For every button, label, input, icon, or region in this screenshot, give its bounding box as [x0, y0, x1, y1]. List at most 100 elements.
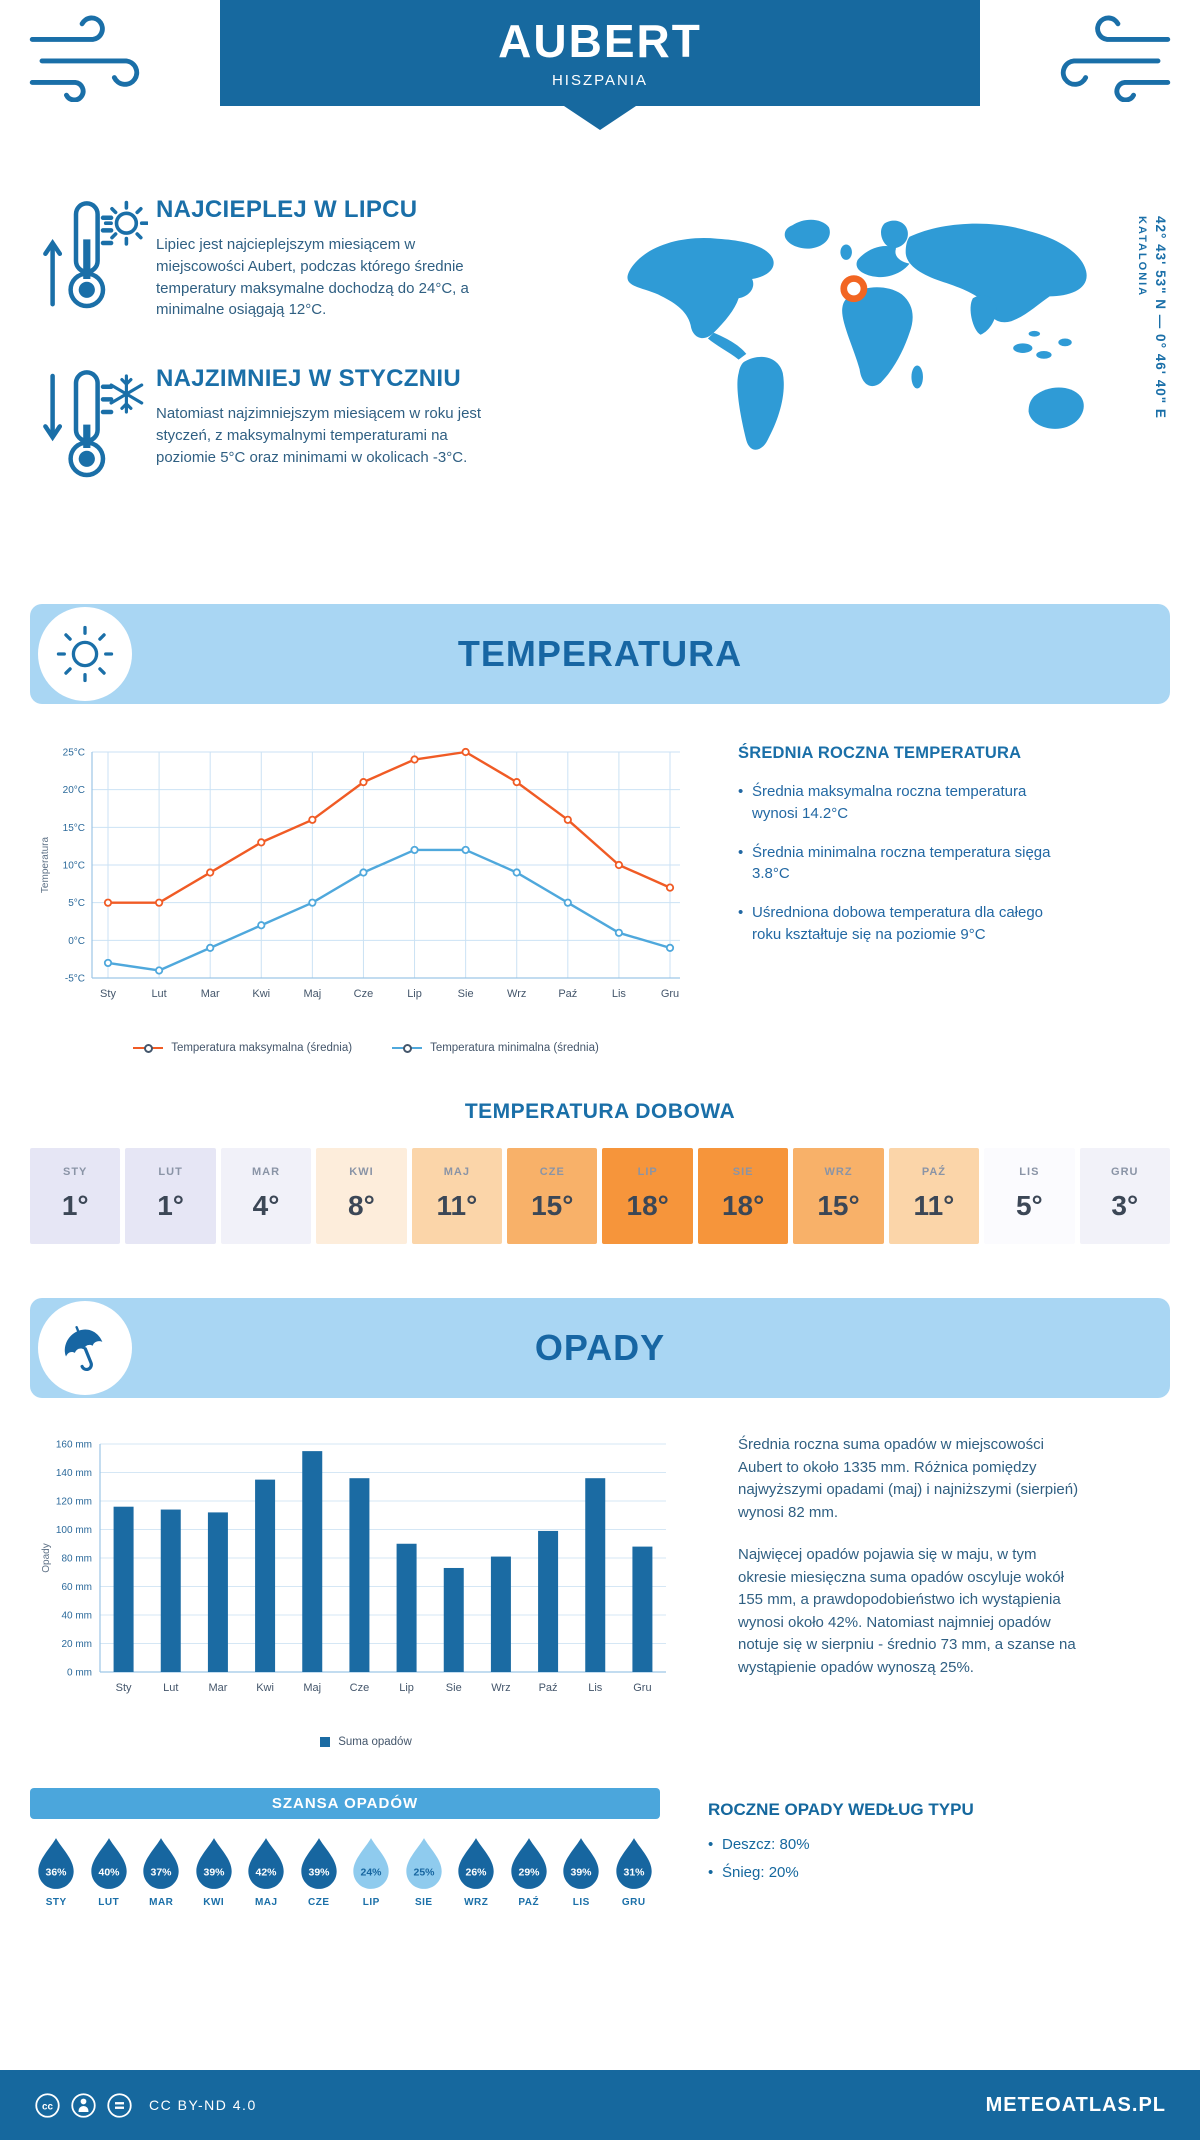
daily-temp-cell: GRU 3°: [1079, 1148, 1170, 1244]
location-marker-icon: [840, 275, 868, 303]
month-label: KWI: [203, 1897, 225, 1908]
legend-marker-max: [133, 1043, 164, 1053]
month-label: LUT: [98, 1897, 120, 1908]
svg-text:Wrz: Wrz: [491, 1682, 510, 1694]
british-isles: [840, 244, 852, 260]
footer: cc CC BY-ND 4.0 METEOATLAS.PL: [0, 2070, 1200, 2140]
svg-text:60 mm: 60 mm: [61, 1582, 92, 1593]
license-icons: cc: [34, 2092, 133, 2119]
daily-temp-cell: LIS 5°: [984, 1148, 1075, 1244]
svg-text:Opady: Opady: [41, 1543, 52, 1572]
svg-text:Wrz: Wrz: [507, 988, 526, 1000]
svg-text:Paź: Paź: [539, 1682, 558, 1694]
rain-chance-item: 39% LIS: [555, 1837, 608, 1908]
month-label: LIS: [1019, 1166, 1040, 1178]
warmest-heading: NAJCIEPLEJ W LIPCU: [156, 196, 418, 223]
page-subtitle: HISZPANIA: [551, 71, 649, 89]
warm-month-icon: [40, 194, 156, 321]
svg-text:39%: 39%: [571, 1868, 593, 1879]
svg-text:10°C: 10°C: [63, 861, 85, 872]
svg-text:29%: 29%: [518, 1868, 540, 1879]
island-4: [1028, 330, 1041, 337]
svg-text:26%: 26%: [466, 1868, 488, 1879]
south-america: [737, 356, 784, 450]
temperature-section-title: TEMPERATURA: [457, 633, 743, 674]
month-label: CZE: [539, 1166, 565, 1178]
intro-section: NAJCIEPLEJ W LIPCU Lipiec jest najcieple…: [0, 150, 1200, 592]
snowflake-icon: [109, 374, 144, 414]
precipitation-section-title: OPADY: [534, 1327, 666, 1368]
svg-text:Mar: Mar: [208, 1682, 227, 1694]
svg-text:Maj: Maj: [303, 1682, 321, 1694]
legend-marker-min: [392, 1043, 423, 1053]
svg-text:40 mm: 40 mm: [61, 1611, 92, 1622]
precipitation-paragraph: Najwięcej opadów pojawia się w maju, w t…: [738, 1546, 1076, 1676]
rain-chance-item: 40% LUT: [83, 1837, 136, 1908]
daily-temp-cell: WRZ 15°: [793, 1148, 884, 1244]
svg-text:37%: 37%: [151, 1868, 173, 1879]
svg-text:Maj: Maj: [303, 988, 321, 1000]
raindrop-icon: 39%: [563, 1838, 599, 1889]
temperature-stats-heading: ŚREDNIA ROCZNA TEMPERATURA: [738, 744, 1022, 762]
madagascar: [911, 365, 923, 389]
daily-temp-cell: SIE 18°: [697, 1148, 789, 1244]
india: [970, 295, 997, 335]
sun-icon: [103, 200, 149, 246]
svg-text:25%: 25%: [413, 1868, 435, 1879]
precipitation-chart-legend: Suma opadów: [36, 1736, 696, 1748]
raindrop-icon: 26%: [458, 1838, 494, 1889]
banner-pointer: [564, 106, 636, 130]
raindrop-icon: 42%: [248, 1838, 284, 1889]
legend-label-min: Temperatura minimalna (średnia): [430, 1042, 599, 1054]
month-label: GRU: [1111, 1166, 1139, 1178]
precipitation-type-heading: ROCZNE OPADY WEDŁUG TYPU: [708, 1800, 974, 1819]
temperature-value: 11°: [436, 1190, 478, 1221]
temperature-value: 1°: [157, 1190, 184, 1221]
precipitation-chart-row: 0 mm 20 mm 40 mm 60 mm 80 mm 100 mm 120 mm 140 …: [0, 1398, 1200, 1748]
svg-text:Lip: Lip: [407, 988, 422, 1000]
coldest-heading: NAJZIMNIEJ W STYCZNIU: [156, 365, 461, 392]
daily-temp-cell: PAŹ 11°: [888, 1148, 980, 1244]
temperature-line-chart: -5°C 0°C 5°C 10°C 15°C 20°C 25°C Sty Lut Mar Kwi Ma…: [40, 748, 680, 1000]
svg-text:39%: 39%: [203, 1868, 225, 1879]
temperature-value: 1°: [61, 1190, 89, 1221]
svg-text:20°C: 20°C: [63, 785, 85, 796]
rain-chance-item: 31% GRU: [608, 1837, 661, 1908]
africa: [842, 287, 913, 387]
svg-text:40%: 40%: [98, 1868, 120, 1879]
rain-chance-item: 37% MAR: [135, 1837, 188, 1908]
legend-marker-sum: [320, 1737, 331, 1747]
temperature-value: 11°: [913, 1190, 955, 1221]
month-label: SIE: [732, 1166, 754, 1178]
thermometer-ticks: [100, 384, 114, 415]
down-arrow-head: [43, 424, 63, 442]
australia: [1028, 387, 1084, 429]
intro-column: NAJCIEPLEJ W LIPCU Lipiec jest najcieple…: [40, 194, 560, 592]
daily-temp-cell: LIP 18°: [602, 1148, 693, 1244]
month-label: LUT: [158, 1166, 183, 1178]
map-column: KATALONIA 42° 43' 53" N — 0° 46' 40" E: [560, 194, 1168, 592]
precipitation-type-list: Deszcz: 80% Śnieg: 20%: [708, 1836, 1160, 1881]
license-label: CC BY-ND 4.0: [149, 2097, 257, 2113]
daily-temp-cell: LUT 1°: [125, 1148, 216, 1244]
europe: [856, 246, 910, 278]
raindrop-icon: 25%: [406, 1838, 442, 1889]
legend-item-max: Temperatura maksymalna (średnia): [133, 1042, 352, 1054]
title-banner: AUBERT HISZPANIA: [220, 0, 980, 106]
daily-temp-cell: KWI 8°: [316, 1148, 407, 1244]
rain-chance-item: 29% PAŹ: [503, 1837, 556, 1908]
daily-temp-cell: MAR 4°: [220, 1148, 312, 1244]
rain-chance-item: 26% WRZ: [450, 1837, 503, 1908]
svg-text:0°C: 0°C: [68, 936, 85, 947]
month-label: MAR: [149, 1897, 174, 1908]
rain-chance-item: 39% CZE: [293, 1837, 346, 1908]
central-america: [707, 332, 747, 360]
svg-text:Paź: Paź: [558, 988, 577, 1000]
svg-text:cc: cc: [42, 2101, 53, 2112]
legend-label-sum: Suma opadów: [338, 1736, 412, 1748]
legend-item-sum: Suma opadów: [320, 1736, 412, 1748]
svg-text:24%: 24%: [361, 1868, 383, 1879]
month-label: STY: [45, 1897, 67, 1908]
svg-text:Lut: Lut: [163, 1682, 178, 1694]
temperature-chart-row: -5°C 0°C 5°C 10°C 15°C 20°C 25°C Sty Lut Mar Kwi Ma…: [0, 704, 1200, 1054]
